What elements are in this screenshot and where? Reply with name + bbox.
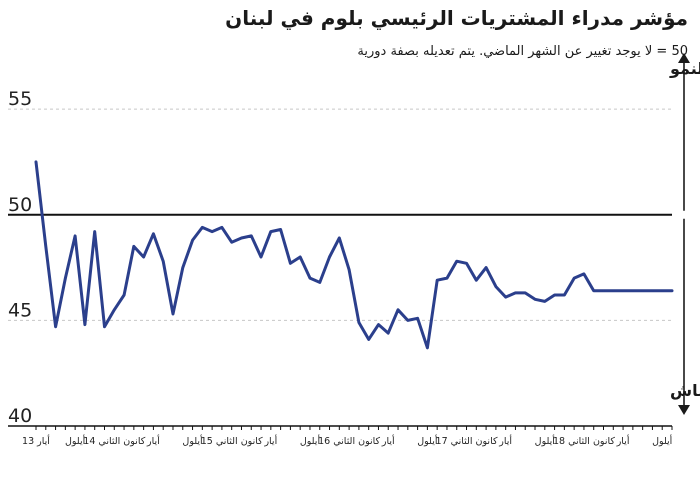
growth-annotation: معدل الزيادة في النمو bbox=[669, 59, 700, 79]
y-tick-label: 45 bbox=[8, 299, 32, 321]
x-tick-label: كانون الثاني 14 bbox=[83, 436, 145, 447]
data-point bbox=[670, 289, 674, 292]
data-point bbox=[328, 255, 331, 259]
data-point bbox=[113, 308, 116, 312]
data-point bbox=[377, 323, 380, 326]
x-tick-label: أيار bbox=[616, 434, 630, 447]
x-tick-label: أيلول bbox=[300, 434, 321, 447]
x-tick-label: أيلول bbox=[652, 434, 673, 447]
data-point bbox=[514, 291, 517, 295]
data-point bbox=[201, 226, 204, 229]
data-point bbox=[484, 266, 488, 269]
data-point bbox=[318, 281, 321, 284]
x-tick-label: كانون الثاني 15 bbox=[201, 436, 263, 447]
x-tick-label: كانون الثاني 17 bbox=[436, 436, 498, 447]
data-point bbox=[367, 338, 370, 341]
data-point bbox=[347, 268, 351, 271]
data-point bbox=[504, 295, 507, 299]
data-point bbox=[308, 276, 312, 280]
data-point bbox=[181, 266, 184, 269]
data-point bbox=[54, 325, 57, 328]
data-point bbox=[572, 276, 576, 280]
x-tick-label: أيلول bbox=[535, 434, 556, 447]
data-point bbox=[435, 279, 439, 282]
data-point bbox=[122, 293, 126, 297]
x-tick-label: أيار bbox=[146, 434, 160, 447]
data-point bbox=[592, 289, 595, 292]
data-point bbox=[543, 300, 546, 303]
data-point bbox=[553, 293, 556, 297]
data-point bbox=[661, 289, 664, 292]
contraction-annotation: معدل الزيادة في الانكماش bbox=[670, 381, 700, 401]
data-point bbox=[416, 317, 419, 320]
data-point bbox=[631, 289, 635, 292]
data-point bbox=[289, 262, 292, 265]
axes bbox=[8, 53, 690, 430]
data-point bbox=[533, 298, 537, 301]
data-point bbox=[34, 160, 38, 164]
data-point bbox=[142, 255, 145, 259]
x-tick-label: أيلول bbox=[65, 434, 86, 447]
y-tick-label: 40 bbox=[8, 405, 32, 427]
data-point bbox=[602, 289, 605, 292]
data-point bbox=[230, 241, 233, 244]
x-tick-label: أيار bbox=[263, 434, 277, 447]
x-tick-label: أيار bbox=[498, 434, 512, 447]
data-point bbox=[83, 323, 87, 326]
data-point bbox=[426, 346, 429, 350]
data-point bbox=[582, 272, 586, 276]
data-point bbox=[240, 236, 243, 240]
data-point bbox=[338, 236, 341, 240]
x-tick-label: أيلول bbox=[182, 434, 203, 447]
data-point bbox=[44, 245, 47, 248]
data-point bbox=[132, 245, 136, 248]
data-point bbox=[651, 289, 654, 292]
data-point bbox=[298, 255, 302, 259]
data-point bbox=[387, 331, 390, 335]
data-point bbox=[210, 230, 214, 233]
data-point bbox=[279, 228, 282, 231]
data-point bbox=[396, 308, 400, 312]
data-point bbox=[563, 293, 566, 297]
y-tick-label: 50 bbox=[8, 194, 32, 216]
data-point bbox=[259, 255, 263, 259]
data-point bbox=[250, 234, 253, 238]
data-point bbox=[494, 285, 498, 288]
x-tick-label: أيار 13 bbox=[22, 434, 50, 447]
series-layer bbox=[34, 160, 674, 350]
series-line-0 bbox=[34, 160, 674, 350]
data-point bbox=[406, 319, 410, 322]
data-point bbox=[64, 276, 67, 280]
data-point bbox=[73, 234, 77, 238]
grid-lines bbox=[8, 108, 672, 321]
data-point bbox=[220, 226, 224, 229]
data-point bbox=[455, 260, 458, 263]
y-tick-label: 55 bbox=[8, 88, 32, 110]
x-tick-label: أيار bbox=[381, 434, 395, 447]
data-point bbox=[152, 232, 155, 235]
x-tick-label: كانون الثاني 18 bbox=[553, 436, 615, 447]
data-point bbox=[162, 260, 165, 263]
data-point bbox=[103, 325, 106, 328]
data-point bbox=[445, 276, 449, 280]
chart-title: مؤشر مدراء المشتريات الرئيسي بلوم في لبن… bbox=[225, 6, 688, 30]
data-point bbox=[641, 289, 644, 292]
data-point bbox=[269, 230, 273, 233]
data-point bbox=[524, 291, 527, 295]
data-point bbox=[171, 312, 175, 316]
x-tick-label: كانون الثاني 16 bbox=[318, 436, 380, 447]
data-point bbox=[465, 262, 468, 265]
data-point bbox=[621, 289, 625, 292]
data-point bbox=[191, 238, 194, 242]
data-point bbox=[93, 230, 96, 233]
x-tick-label: أيلول bbox=[417, 434, 438, 447]
data-point bbox=[357, 321, 361, 324]
data-point bbox=[475, 279, 478, 282]
data-point bbox=[612, 289, 615, 292]
